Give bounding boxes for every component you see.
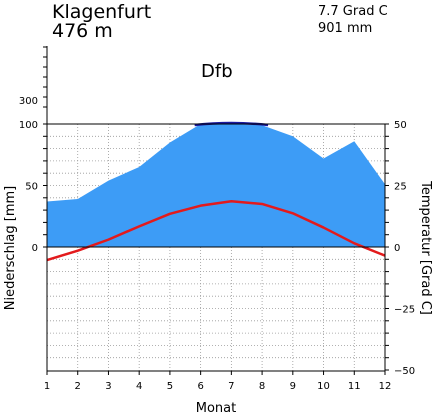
x-axis-title: Monat bbox=[196, 401, 236, 415]
temperature-series bbox=[46, 199, 386, 262]
temperature-line bbox=[46, 199, 386, 262]
x-axis-tick-label: 2 bbox=[75, 381, 81, 392]
mean-temperature: 7.7 Grad C bbox=[318, 4, 388, 19]
x-axis-tick-label: 3 bbox=[105, 381, 111, 392]
right-axis-tick-label: 25 bbox=[394, 182, 407, 193]
x-axis-tick-label: 8 bbox=[259, 381, 265, 392]
x-axis-tick-label: 5 bbox=[167, 381, 173, 392]
precipitation-area bbox=[47, 124, 385, 247]
precipitation-series bbox=[47, 121, 385, 247]
climate-classification: Dfb bbox=[201, 61, 233, 82]
annual-precipitation: 901 mm bbox=[318, 21, 373, 36]
station-name: Klagenfurt bbox=[52, 1, 152, 23]
x-axis-tick-label: 9 bbox=[290, 381, 296, 392]
x-axis-tick-label: 10 bbox=[317, 381, 330, 392]
left-axis-title: Niederschlag [mm] bbox=[3, 186, 18, 311]
right-axis-tick-label: 50 bbox=[394, 120, 407, 131]
x-axis-tick-label: 1 bbox=[44, 381, 50, 392]
right-axis-tick-label: −25 bbox=[394, 305, 415, 316]
station-elevation: 476 m bbox=[52, 20, 113, 42]
x-axis-tick-label: 6 bbox=[197, 381, 203, 392]
x-axis-tick-label: 4 bbox=[136, 381, 142, 392]
right-axis-title: Temperatur [Grad C] bbox=[418, 180, 433, 315]
x-axis-tick-label: 11 bbox=[348, 381, 361, 392]
left-axis-tick-label: 100 bbox=[19, 120, 38, 131]
x-axis-tick-label: 12 bbox=[379, 381, 392, 392]
right-axis-tick-label: −50 bbox=[394, 366, 415, 377]
axes bbox=[43, 46, 389, 375]
left-axis-tick-label: 0 bbox=[32, 243, 38, 254]
right-axis-tick-label: 0 bbox=[394, 243, 400, 254]
left-axis-tick-label: 300 bbox=[19, 96, 38, 107]
left-axis-tick-label: 50 bbox=[25, 182, 38, 193]
x-axis-tick-label: 7 bbox=[228, 381, 234, 392]
